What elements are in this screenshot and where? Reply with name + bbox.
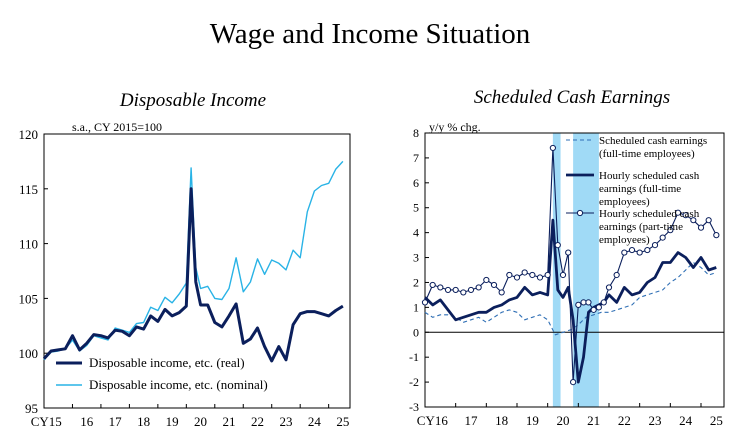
left-x-tick-label: 17 [109,414,123,429]
right-x-tick-label: CY16 [417,413,449,428]
right-parttime-marker [690,217,697,224]
right-plot-frame [424,132,725,408]
right-parttime-marker [549,144,556,152]
right-y-tick-label: 3 [413,251,419,265]
right-legend-label: Hourly scheduled cash earnings (full-time… [599,170,700,208]
right-parttime-marker [544,271,551,279]
right-parttime-marker [605,284,613,291]
left-plot-frame [43,133,351,409]
right-parttime-marker [659,234,666,241]
right-parttime-marker [444,286,452,294]
right-chart-title: Scheduled Cash Earnings [474,87,670,108]
right-parttime-marker [452,286,459,294]
right-x-tick-label: 23 [649,413,662,428]
right-parttime-marker [529,271,536,279]
left-x-tick-label: 20 [194,414,207,429]
right-parttime-marker [429,281,436,289]
right-parttime-marker [682,212,689,219]
right-parttime-marker [521,269,528,276]
right-parttime-marker [613,271,620,279]
right-parttime-marker [600,299,607,306]
right-parttime-marker [575,301,582,308]
right-series-hourly-fulltime-line [424,218,717,384]
left-x-tick-label: 22 [251,414,264,429]
right-x-tick-label: 17 [465,413,479,428]
right-x-tick-label: 20 [557,413,570,428]
right-parttime-marker [506,271,513,279]
right-parttime-marker [490,281,498,289]
right-parttime-marker [595,304,602,311]
page-title: Wage and Income Situation [209,18,531,50]
left-x-tick-label: 24 [308,414,322,429]
right-legend-label: Hourly scheduled cash earnings (part-time… [599,208,700,246]
left-y-tick-label: 120 [19,127,39,142]
left-chart-unit-label: s.a., CY 2015=100 [72,120,162,134]
right-x-tick-label: 22 [618,413,631,428]
left-chart-title: Disposable Income [119,90,266,111]
right-parttime-marker [460,289,467,296]
right-x-tick-label: 21 [587,413,600,428]
left-series-real-line [42,187,344,363]
right-chart-unit-label: y/y % chg. [429,120,481,134]
left-x-tick-label: CY15 [31,414,62,429]
right-y-tick-label: 7 [413,151,419,165]
right-parttime-marker [559,271,567,279]
right-parttime-marker [498,289,505,296]
right-y-tick-label: 8 [413,126,419,140]
right-parttime-marker [713,232,720,239]
right-parttime-marker [644,246,651,254]
right-parttime-marker [674,209,682,216]
right-parttime-marker [590,306,597,313]
right-parttime-marker [554,241,561,249]
right-y-tick-label: 6 [413,176,419,190]
right-parttime-marker [585,299,592,306]
left-y-tick-label: 105 [19,291,39,306]
left-legend-label: Disposable income, etc. (nominal) [89,377,268,392]
right-parttime-marker [636,249,643,256]
left-x-tick-label: 23 [279,414,292,429]
right-x-tick-label: 19 [526,413,539,428]
right-parttime-marker [697,224,705,231]
right-x-tick-label: 18 [495,413,508,428]
left-y-tick-label: 115 [19,182,38,197]
right-x-tick-label: 24 [679,413,693,428]
right-y-tick-label: 5 [413,201,419,215]
right-y-tick-label: 4 [413,226,419,240]
right-parttime-marker [628,246,636,254]
right-y-tick-label: -1 [409,350,419,364]
right-y-tick-label: -2 [409,375,419,389]
right-parttime-marker [705,217,712,224]
left-y-tick-label: 110 [19,237,38,252]
left-chart: 95 100 105 110 115 120 CY15 16 17 18 19 20 21 22 23 24 2… [19,127,351,429]
right-parttime-marker [513,274,521,281]
right-y-tick-label: 1 [413,300,419,314]
right-parttime-marker [651,241,659,249]
right-y-tick-label: -3 [409,400,419,414]
left-x-tick-label: 19 [166,414,179,429]
right-parttime-marker [475,284,482,291]
left-x-tick-label: 21 [223,414,236,429]
right-legend-label: Scheduled cash earnings (full-time employ… [599,135,707,160]
left-x-tick-label: 25 [336,414,349,429]
right-parttime-marker [421,299,429,306]
left-y-tick-label: 95 [25,401,38,416]
right-legend-marker [576,209,584,217]
right-parttime-marker [483,276,490,284]
right-parttime-marker [621,249,628,256]
right-parttime-marker [667,227,674,234]
left-legend-label: Disposable income, etc. (real) [89,355,245,370]
left-y-tick-label: 100 [19,346,39,361]
right-parttime-marker [570,378,577,386]
right-x-tick-label: 25 [710,413,723,428]
right-parttime-marker [536,274,544,281]
right-y-tick-label: 0 [413,325,419,339]
left-x-tick-label: 18 [137,414,150,429]
left-x-tick-label: 16 [80,414,94,429]
right-y-tick-label: 2 [413,275,419,289]
right-parttime-marker [565,249,572,256]
right-parttime-marker [467,286,475,294]
right-parttime-marker [437,284,444,291]
